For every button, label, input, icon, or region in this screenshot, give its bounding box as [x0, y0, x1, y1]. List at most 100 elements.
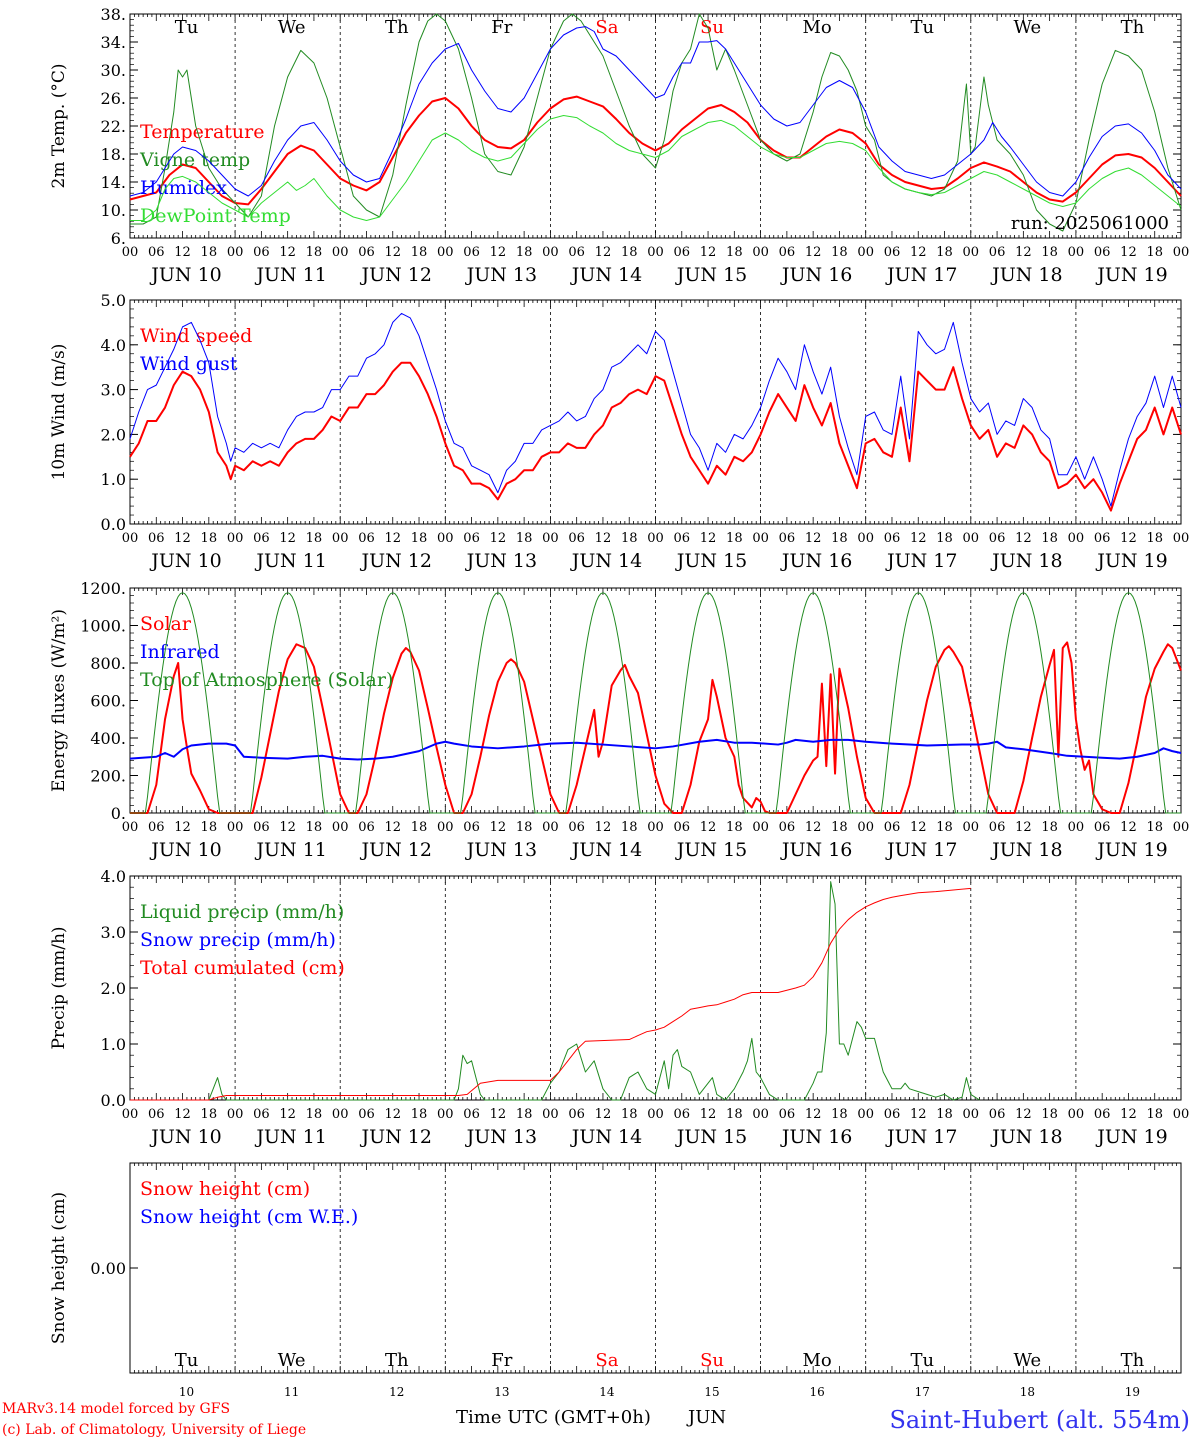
hour-tick-label: 00 [332, 820, 349, 835]
hour-tick-label: 18 [306, 1107, 323, 1122]
hour-tick-label: 18 [1041, 1107, 1058, 1122]
weekday-label: Sa [595, 17, 618, 38]
hour-tick-label: 06 [148, 820, 165, 835]
hour-tick-label: 12 [1015, 820, 1032, 835]
hour-tick-label: 06 [253, 245, 270, 260]
y-tick-label: 18. [101, 145, 126, 164]
date-label: JUN 19 [1095, 550, 1167, 572]
hour-tick-label: 12 [384, 531, 401, 546]
hour-tick-label: 06 [674, 1107, 691, 1122]
y-tick-label: 0. [111, 804, 126, 823]
hour-tick-label: 06 [358, 1107, 375, 1122]
date-label: JUN 10 [149, 550, 221, 572]
legend-entry: Wind speed [140, 325, 252, 347]
hour-tick-label: 00 [752, 531, 769, 546]
y-tick-label: 0.0 [101, 515, 126, 534]
date-label: JUN 16 [780, 264, 852, 286]
y-tick-label: 30. [101, 61, 126, 80]
hour-tick-label: 12 [1015, 245, 1032, 260]
hour-tick-label: 12 [490, 820, 507, 835]
series-line-total-cumulated-cm [130, 887, 971, 1101]
run-label: run: 2025061000 [1011, 213, 1169, 234]
station-name: Saint-Hubert (alt. 554m) [889, 1406, 1190, 1434]
hour-tick-label: 06 [989, 1107, 1006, 1122]
date-label: JUN 11 [254, 550, 326, 572]
hour-tick-label: 12 [700, 245, 717, 260]
hour-tick-label: 18 [201, 531, 218, 546]
date-label: JUN 18 [990, 839, 1062, 861]
hour-tick-label: 18 [411, 245, 428, 260]
series-line-solar [130, 641, 1182, 814]
hour-tick-label: 12 [595, 1107, 612, 1122]
weekday-label: We [278, 1350, 306, 1371]
hour-tick-label: 00 [122, 820, 139, 835]
hour-tick-label: 06 [253, 531, 270, 546]
hour-tick-label: 06 [358, 531, 375, 546]
date-label: JUN 12 [360, 264, 432, 286]
date-label: JUN 10 [149, 264, 221, 286]
hour-tick-label: 00 [227, 245, 244, 260]
hour-tick-label: 18 [726, 245, 743, 260]
date-label: JUN 19 [1095, 839, 1167, 861]
day-number-label: 16 [810, 1385, 825, 1399]
y-axis-label: Precip (mm/h) [49, 926, 69, 1049]
hour-tick-label: 06 [253, 820, 270, 835]
legend-entry: Vigne temp [139, 149, 250, 171]
hour-tick-label: 00 [542, 531, 559, 546]
date-label: JUN 15 [675, 839, 747, 861]
date-label: JUN 12 [360, 839, 432, 861]
weekday-label: Th [385, 17, 409, 38]
series-line-dewpoint-temp [130, 115, 1182, 221]
hour-tick-label: 00 [227, 1107, 244, 1122]
hour-tick-label: 00 [857, 531, 874, 546]
legend-entry: DewPoint Temp [140, 205, 291, 227]
date-label: JUN 13 [465, 1126, 537, 1148]
legend-entry: Top of Atmosphere (Solar) [140, 669, 393, 691]
hour-tick-label: 18 [516, 1107, 533, 1122]
hour-tick-label: 18 [621, 531, 638, 546]
hour-tick-label: 00 [122, 1107, 139, 1122]
panel-4: 0.0 1.0 2.0 3.0 4.0 Precip (mm/h) 00 06 12 18 JUN … [49, 867, 1189, 1148]
weekday-label: We [1014, 17, 1042, 38]
date-label: JUN 17 [885, 550, 957, 572]
date-label: JUN 18 [990, 550, 1062, 572]
weekday-label: Th [1121, 1350, 1145, 1371]
y-tick-label: 26. [101, 89, 126, 108]
hour-tick-label: 18 [726, 1107, 743, 1122]
hour-tick-label: 00 [1068, 820, 1085, 835]
hour-tick-label: 06 [1094, 820, 1111, 835]
hour-tick-label: 18 [411, 1107, 428, 1122]
hour-tick-label: 12 [1120, 1107, 1137, 1122]
date-label: JUN 18 [990, 1126, 1062, 1148]
legend-entry: Temperature [140, 121, 264, 143]
hour-tick-label: 12 [595, 245, 612, 260]
weekday-label: Tu [910, 17, 934, 38]
y-tick-label: 2.0 [101, 979, 126, 998]
hour-tick-label: 06 [884, 1107, 901, 1122]
y-tick-label: 10. [101, 201, 126, 220]
hour-tick-label: 00 [1068, 531, 1085, 546]
hour-tick-label: 00 [332, 531, 349, 546]
hour-tick-label: 06 [779, 245, 796, 260]
hour-tick-label: 06 [358, 245, 375, 260]
y-tick-label: 4.0 [101, 867, 126, 886]
weekday-label: Sa [595, 1350, 618, 1371]
hour-tick-label: 00 [332, 1107, 349, 1122]
hour-tick-label: 00 [1068, 245, 1085, 260]
hour-tick-label: 18 [936, 245, 953, 260]
hour-tick-label: 06 [148, 531, 165, 546]
hour-tick-label: 18 [411, 820, 428, 835]
hour-tick-label: 18 [516, 531, 533, 546]
hour-tick-label: 06 [253, 1107, 270, 1122]
hour-tick-label: 06 [779, 1107, 796, 1122]
hour-tick-label: 12 [1015, 1107, 1032, 1122]
hour-tick-label: 00 [437, 245, 454, 260]
hour-tick-label: 00 [857, 820, 874, 835]
y-axis-label: Energy fluxes (W/m²) [49, 609, 69, 792]
hour-tick-label: 06 [1094, 531, 1111, 546]
hour-tick-label: 18 [1146, 531, 1163, 546]
hour-tick-label: 00 [542, 820, 559, 835]
date-label: JUN 14 [570, 264, 642, 286]
hour-tick-label: 12 [910, 531, 927, 546]
